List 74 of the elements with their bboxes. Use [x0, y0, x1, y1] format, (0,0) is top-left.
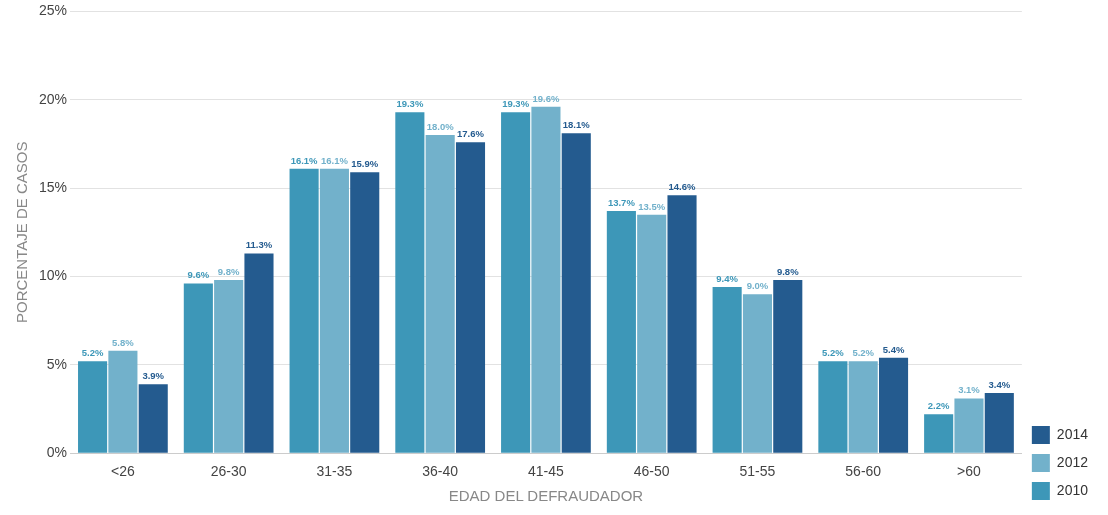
bar	[878, 357, 909, 453]
bar	[606, 211, 636, 453]
x-tick-label: 36-40	[422, 463, 459, 480]
data-label: 17.6%	[457, 128, 485, 140]
bar	[395, 112, 425, 453]
data-label: 5.4%	[882, 343, 905, 355]
bar	[455, 142, 486, 453]
data-label: 13.5%	[638, 200, 666, 212]
data-label: 3.9%	[142, 370, 165, 382]
bar	[214, 280, 244, 453]
legend-label: 2014	[1056, 425, 1089, 442]
data-label: 14.6%	[668, 181, 697, 193]
x-tick-label: 31-35	[316, 463, 353, 480]
data-label: 5.2%	[81, 347, 104, 359]
data-label: 9.0%	[746, 280, 769, 292]
x-tick-label: 26-30	[210, 463, 247, 480]
x-tick-label: 51-55	[739, 463, 776, 480]
bar	[78, 361, 108, 453]
bar	[848, 361, 878, 453]
data-label: 3.4%	[988, 378, 1011, 390]
bar	[984, 393, 1014, 453]
y-tick-label: 5%	[46, 355, 68, 372]
bar	[319, 168, 349, 453]
y-tick-label: 10%	[38, 267, 68, 284]
data-label: 5.8%	[112, 336, 135, 348]
legend-label: 2012	[1056, 453, 1089, 470]
y-tick-label: 20%	[38, 90, 68, 107]
data-label: 11.3%	[245, 239, 273, 251]
bar	[954, 398, 984, 453]
data-label: 5.2%	[822, 347, 845, 359]
data-label: 9.4%	[716, 272, 739, 284]
y-axis-title: PORCENTAJE DE CASOS	[13, 141, 31, 324]
x-tick-label: 56-60	[845, 463, 882, 480]
data-label: 16.1%	[290, 154, 319, 166]
bar	[773, 280, 803, 453]
bar	[350, 172, 380, 453]
bar	[289, 168, 319, 453]
data-label: 15.9%	[351, 158, 379, 170]
bar	[742, 294, 773, 453]
data-label: 18.0%	[426, 120, 455, 132]
bar	[561, 133, 591, 453]
data-label: 9.8%	[776, 265, 800, 277]
bar	[924, 414, 954, 453]
y-tick-label: 0%	[46, 444, 68, 461]
data-label: 3.1%	[958, 384, 981, 396]
data-label: 19.3%	[396, 98, 424, 110]
data-label: 19.6%	[532, 92, 560, 104]
bar	[501, 112, 531, 453]
data-label: 9.6%	[187, 269, 210, 281]
data-label: 16.1%	[320, 154, 349, 166]
data-label: 19.3%	[502, 98, 530, 110]
y-tick-label: 25%	[38, 2, 68, 19]
x-tick-label: 46-50	[633, 463, 670, 480]
legend-label: 2010	[1056, 481, 1089, 498]
bar	[183, 283, 213, 453]
data-label: 9.8%	[217, 265, 241, 277]
data-label: 13.7%	[607, 196, 636, 208]
x-tick-label: <26	[111, 463, 135, 480]
y-tick-label: 15%	[38, 178, 68, 195]
data-label: 2.2%	[927, 400, 951, 412]
bar	[108, 350, 138, 453]
bar	[637, 214, 667, 453]
x-tick-label: >60	[957, 463, 982, 480]
data-label: 5.2%	[852, 347, 875, 359]
bar	[138, 384, 168, 453]
x-axis-title: EDAD DEL DEFRAUDADOR	[448, 487, 644, 505]
bar	[425, 135, 455, 453]
bar	[818, 361, 848, 453]
bar	[667, 195, 697, 453]
data-label: 18.1%	[562, 119, 591, 131]
bar	[712, 287, 742, 453]
bar	[244, 253, 274, 453]
x-tick-label: 41-45	[528, 463, 565, 480]
bar	[531, 106, 561, 453]
